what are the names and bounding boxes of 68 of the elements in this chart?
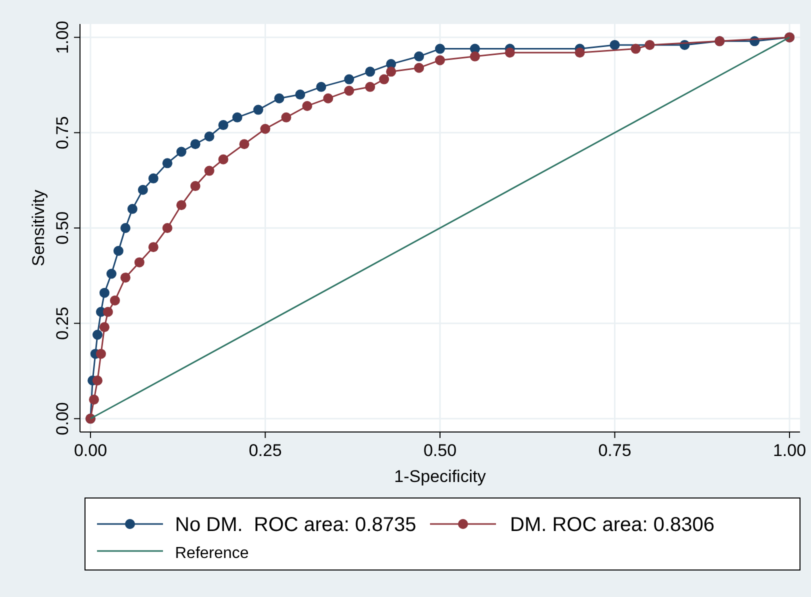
point <box>92 376 102 386</box>
point <box>110 295 120 306</box>
point <box>365 82 376 92</box>
x-axis-title: 1-Specificity <box>394 467 486 486</box>
x-tick-label: 0.50 <box>423 441 457 460</box>
legend-label: No DM. ROC area: 0.8735 <box>175 514 416 536</box>
point <box>630 44 641 54</box>
x-tick-label: 0.25 <box>248 441 282 460</box>
point <box>96 348 106 359</box>
point <box>295 90 306 100</box>
point <box>414 62 424 73</box>
point <box>190 139 200 150</box>
x-tick-label: 1.00 <box>772 441 806 460</box>
point <box>281 112 292 122</box>
point <box>218 120 228 130</box>
legend-label: Reference <box>175 545 249 562</box>
point <box>504 48 515 58</box>
point <box>379 74 390 84</box>
point <box>106 268 116 279</box>
point <box>127 204 138 214</box>
point <box>260 124 270 134</box>
point <box>162 158 172 168</box>
point <box>239 139 250 150</box>
point <box>644 40 655 50</box>
point <box>134 257 144 268</box>
point <box>190 181 200 192</box>
point <box>99 322 110 332</box>
point <box>386 66 396 77</box>
point <box>435 55 445 66</box>
point <box>148 173 158 184</box>
x-tick-label: 0.75 <box>598 441 632 460</box>
point <box>113 246 124 256</box>
point <box>102 306 113 317</box>
point <box>218 154 228 164</box>
y-tick-label: 0.75 <box>53 116 72 150</box>
point <box>92 330 102 340</box>
y-axis-title: Sensitivity <box>29 189 48 266</box>
point <box>232 112 242 122</box>
point <box>344 74 354 84</box>
point <box>176 200 186 210</box>
point <box>274 93 284 104</box>
point <box>99 288 110 298</box>
point <box>365 66 376 77</box>
legend-label: DM. ROC area: 0.8306 <box>510 514 715 536</box>
point <box>204 131 214 142</box>
point <box>414 51 424 62</box>
point <box>302 100 312 111</box>
point <box>253 104 264 115</box>
point <box>162 223 172 233</box>
point <box>148 242 158 252</box>
point <box>610 40 620 50</box>
point <box>574 48 585 58</box>
point <box>323 93 334 104</box>
y-tick-label: 1.00 <box>53 20 72 54</box>
point <box>138 184 148 195</box>
point <box>176 146 186 157</box>
y-tick-label: 0.00 <box>53 402 72 436</box>
point <box>120 272 130 283</box>
point <box>204 166 214 176</box>
y-tick-label: 0.50 <box>53 211 72 245</box>
point <box>344 86 354 96</box>
x-tick-label: 0.00 <box>74 441 108 460</box>
point <box>316 82 326 92</box>
point <box>470 51 480 62</box>
point <box>88 394 99 405</box>
point <box>120 223 130 233</box>
y-tick-label: 0.25 <box>53 306 72 340</box>
point <box>435 44 445 54</box>
